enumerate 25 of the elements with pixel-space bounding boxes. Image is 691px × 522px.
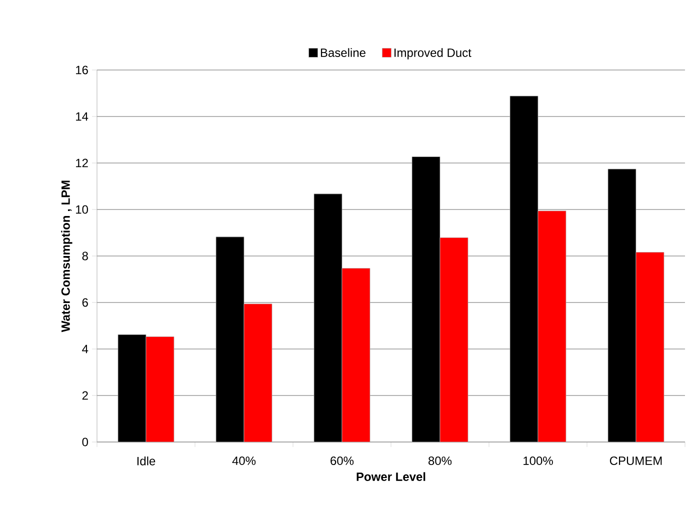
y-axis-title: Water Comsumption , LPM <box>61 180 72 332</box>
y-tick-label: 2 <box>82 391 88 400</box>
x-tick-label: Idle <box>137 456 156 466</box>
bar <box>636 252 664 442</box>
x-tick-label: 100% <box>524 456 553 466</box>
x-tick-label: CPUMEM <box>610 456 662 466</box>
bar <box>342 268 370 442</box>
bar <box>440 237 468 442</box>
y-tick-label: 8 <box>82 252 88 260</box>
x-tick-label: 60% <box>330 456 354 466</box>
y-tick-label: 16 <box>76 66 88 74</box>
y-tick-label: 14 <box>76 112 88 121</box>
bar <box>146 336 174 442</box>
x-tick-label: 40% <box>232 456 256 466</box>
y-tick-label: 6 <box>82 298 88 307</box>
legend-label: Improved Duct <box>394 48 472 60</box>
bar <box>244 304 272 442</box>
y-tick-label: 4 <box>82 344 88 354</box>
y-tick-label: 0 <box>82 438 88 446</box>
y-tick-label: 10 <box>76 205 88 214</box>
x-axis-title: Power Level <box>356 472 426 481</box>
legend-label: Baseline <box>320 48 366 57</box>
x-tick-label: 80% <box>428 456 452 466</box>
bar <box>538 210 566 442</box>
y-tick-label: 12 <box>76 158 88 168</box>
